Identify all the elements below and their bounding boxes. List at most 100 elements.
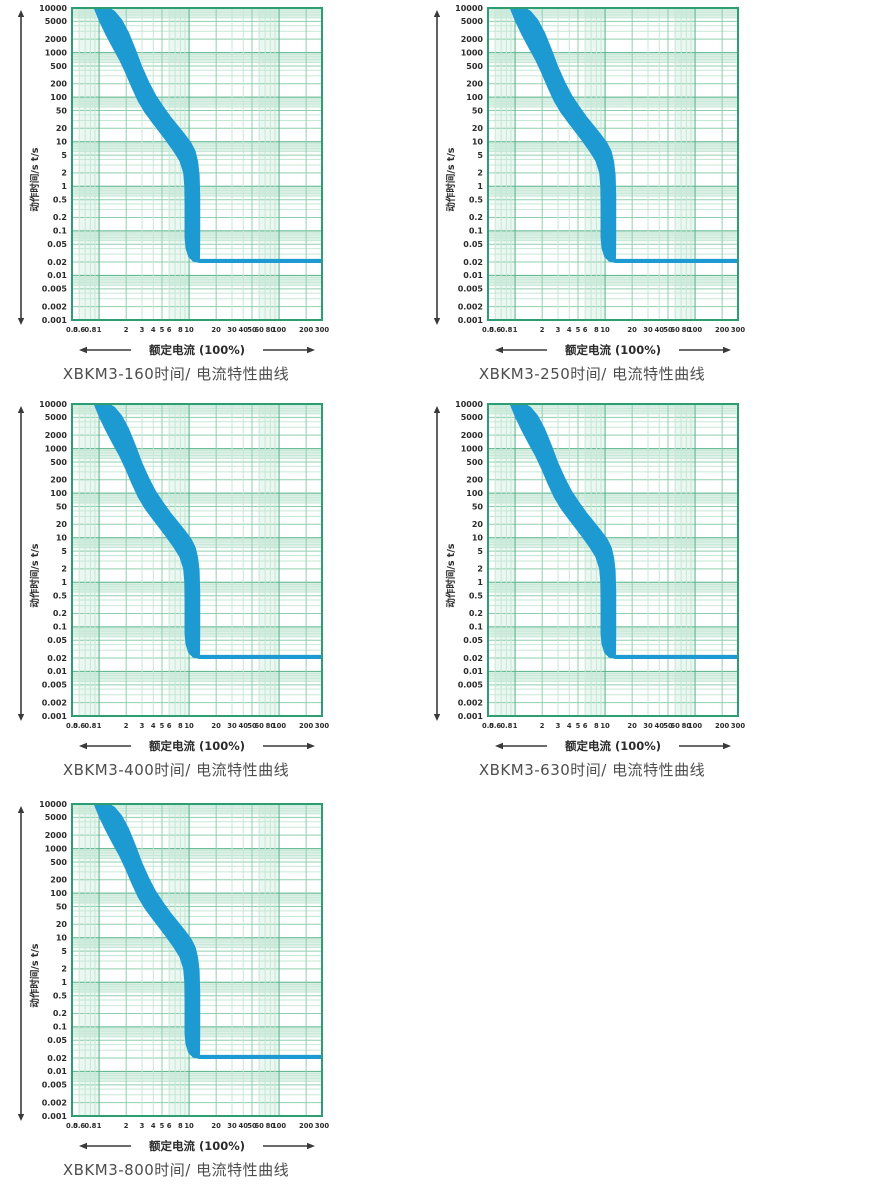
chart-title: XBKM3-250时间/ 电流特性曲线: [478, 365, 706, 383]
svg-text:300: 300: [731, 326, 745, 334]
trip-band: [509, 404, 738, 659]
svg-text:20: 20: [627, 326, 637, 334]
svg-text:0.001: 0.001: [458, 712, 484, 721]
svg-text:30: 30: [227, 326, 237, 334]
svg-text:100: 100: [272, 326, 286, 334]
svg-text:2: 2: [477, 169, 483, 178]
svg-text:5: 5: [61, 947, 67, 956]
svg-text:30: 30: [227, 722, 237, 730]
svg-text:80: 80: [682, 326, 692, 334]
y-axis-label: 动作时间/s t/s: [29, 943, 41, 1007]
svg-text:0.001: 0.001: [458, 316, 484, 325]
svg-text:40: 40: [239, 722, 249, 730]
svg-text:0.05: 0.05: [47, 636, 67, 645]
svg-text:1000: 1000: [45, 844, 68, 853]
svg-text:8: 8: [178, 326, 183, 334]
x-axis-title-group: 额定电流 (100%): [495, 739, 731, 753]
svg-text:0.5: 0.5: [482, 326, 494, 334]
svg-text:50: 50: [56, 902, 68, 911]
svg-text:6: 6: [583, 326, 588, 334]
y-axis-arrow: [17, 10, 25, 325]
svg-text:0.002: 0.002: [42, 1098, 67, 1107]
svg-text:20: 20: [211, 1122, 221, 1130]
svg-text:20: 20: [472, 124, 484, 133]
svg-text:0.1: 0.1: [53, 1023, 68, 1032]
svg-text:2000: 2000: [461, 431, 484, 440]
svg-text:20: 20: [211, 722, 221, 730]
svg-text:0.02: 0.02: [47, 654, 67, 663]
svg-text:80: 80: [266, 326, 276, 334]
svg-text:0.2: 0.2: [53, 609, 67, 618]
svg-text:50: 50: [56, 106, 68, 115]
svg-text:0.8: 0.8: [500, 326, 512, 334]
x-axis-title-group: 额定电流 (100%): [79, 343, 315, 357]
svg-text:10: 10: [56, 534, 68, 543]
trip-band: [509, 8, 738, 263]
y-axis-label: 动作时间/s t/s: [445, 147, 457, 211]
svg-text:200: 200: [466, 80, 483, 89]
plot-border: [71, 803, 323, 1117]
svg-text:100: 100: [50, 489, 67, 498]
svg-text:1000: 1000: [461, 48, 484, 57]
svg-text:200: 200: [50, 876, 67, 885]
y-axis-label: 动作时间/s t/s: [445, 543, 457, 607]
svg-text:0.002: 0.002: [42, 302, 67, 311]
svg-text:100: 100: [466, 489, 483, 498]
svg-text:5000: 5000: [45, 17, 68, 26]
svg-text:5: 5: [160, 722, 165, 730]
svg-text:0.1: 0.1: [469, 227, 484, 236]
svg-text:300: 300: [315, 722, 329, 730]
svg-text:50: 50: [247, 1122, 257, 1130]
y-axis-ticks: 10000 5000 2000 1000 500 200 100 50 20 10 5 2 1 0.5 0.…: [39, 800, 67, 1121]
svg-text:200: 200: [299, 1122, 313, 1130]
svg-text:500: 500: [50, 458, 67, 467]
time-current-curve-chart: 100005000200010005002001005020105210.50.…: [433, 4, 745, 357]
svg-text:0.6: 0.6: [73, 722, 85, 730]
svg-text:3: 3: [140, 722, 145, 730]
svg-text:0.5: 0.5: [53, 992, 68, 1001]
svg-text:60: 60: [254, 1122, 264, 1130]
svg-text:0.5: 0.5: [482, 722, 494, 730]
chart-title: XBKM3-630时间/ 电流特性曲线: [478, 761, 706, 779]
svg-text:3: 3: [140, 326, 145, 334]
svg-text:10000: 10000: [455, 4, 483, 13]
svg-text:10: 10: [472, 138, 484, 147]
svg-text:500: 500: [50, 858, 67, 867]
svg-text:3: 3: [556, 722, 561, 730]
y-axis-label: 动作时间/s t/s: [29, 543, 41, 607]
svg-text:60: 60: [254, 722, 264, 730]
svg-text:0.002: 0.002: [458, 302, 483, 311]
svg-text:5: 5: [61, 547, 67, 556]
svg-text:10000: 10000: [39, 400, 67, 409]
svg-text:80: 80: [266, 1122, 276, 1130]
svg-text:100: 100: [688, 722, 702, 730]
svg-text:50: 50: [56, 502, 68, 511]
svg-text:4: 4: [151, 722, 156, 730]
y-axis-ticks: 10000 5000 2000 1000 500 200 100 50 20 10 5 2 1 0.5 0.…: [39, 400, 67, 721]
svg-text:10: 10: [472, 534, 484, 543]
svg-text:10: 10: [600, 326, 610, 334]
svg-text:80: 80: [682, 722, 692, 730]
svg-text:10: 10: [600, 722, 610, 730]
svg-text:0.8: 0.8: [84, 1122, 96, 1130]
svg-text:0.001: 0.001: [42, 1112, 68, 1121]
y-axis-ticks: 10000 5000 2000 1000 500 200 100 50 20 10 5 2 1 0.5 0.…: [455, 400, 483, 721]
svg-text:60: 60: [670, 722, 680, 730]
y-axis-arrow: [17, 406, 25, 721]
svg-text:0.02: 0.02: [463, 654, 483, 663]
svg-text:1: 1: [513, 722, 518, 730]
svg-text:0.001: 0.001: [42, 316, 68, 325]
svg-text:0.1: 0.1: [53, 623, 68, 632]
svg-text:40: 40: [239, 326, 249, 334]
svg-text:0.002: 0.002: [458, 698, 483, 707]
x-axis-label: 额定电流 (100%): [565, 739, 661, 753]
svg-text:0.01: 0.01: [47, 271, 67, 280]
plot-border: [71, 403, 323, 717]
svg-text:0.5: 0.5: [469, 196, 484, 205]
svg-text:0.01: 0.01: [463, 667, 483, 676]
y-axis-arrow: [17, 806, 25, 1121]
chart-card-xbkm3-250: 10000 5000 2000 1000 500 200 100 50 20 10 5 2 1 0.5 0.…: [424, 2, 760, 384]
svg-text:500: 500: [50, 62, 67, 71]
trip-band: [93, 8, 323, 263]
svg-text:20: 20: [56, 124, 68, 133]
